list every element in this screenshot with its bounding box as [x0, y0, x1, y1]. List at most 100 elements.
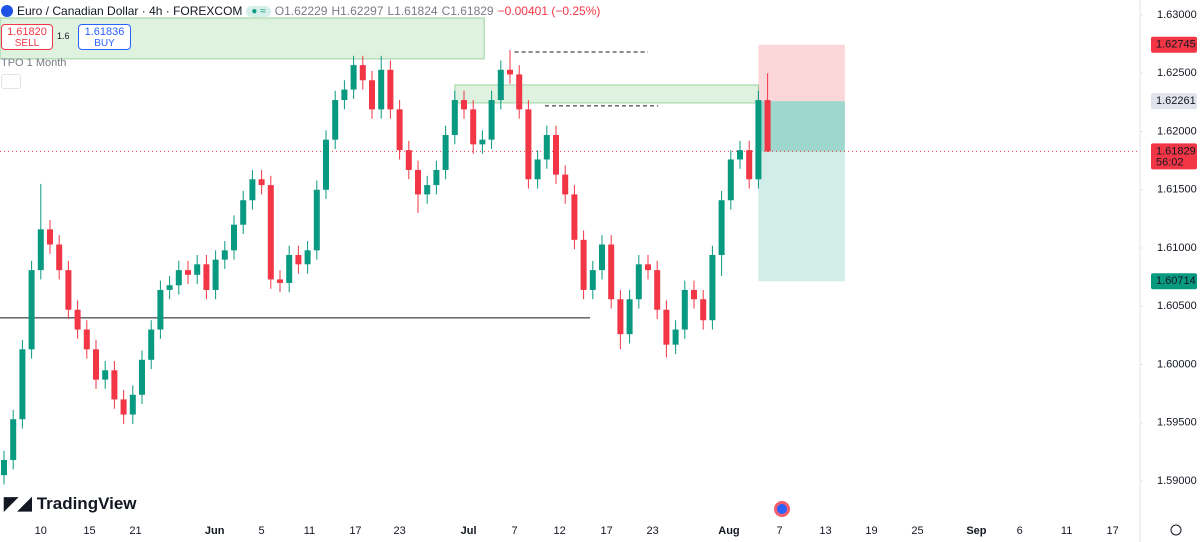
collapse-button[interactable] [1, 74, 21, 89]
header: Euro / Canadian Dollar · 4h · FOREXCOM ●… [0, 0, 604, 22]
candle-body [369, 80, 376, 110]
candle-body [681, 289, 688, 330]
candle-body [470, 109, 477, 145]
candle-body [286, 254, 293, 283]
candle-body [111, 370, 118, 400]
y-tick-label: 1.60500 [1157, 300, 1197, 312]
candle-body [350, 65, 357, 90]
candle-body [378, 69, 385, 110]
x-tick-label: 11 [1061, 525, 1072, 537]
buy-button[interactable]: 1.61836 BUY [78, 24, 131, 50]
buy-price: 1.61836 [84, 26, 125, 38]
candle-body [571, 194, 578, 240]
candle-body [589, 270, 596, 290]
x-tick-label: 7 [512, 525, 518, 537]
price-tag [1151, 93, 1197, 110]
candle-body [203, 264, 210, 290]
candle-body [166, 285, 173, 290]
ohlc-close: C1.61829 [441, 4, 494, 18]
candle-body [672, 329, 679, 345]
x-tick-label: 17 [1106, 525, 1118, 537]
x-tick-label: Jul [461, 525, 477, 537]
candle-body [608, 244, 615, 300]
change: −0.00401 (−0.25%) [497, 4, 601, 18]
candle-body [691, 289, 698, 300]
candle-body [304, 250, 311, 265]
sell-label: SELL [14, 38, 40, 49]
candle-body [249, 179, 256, 201]
candle-body [83, 329, 90, 350]
stop-zone [758, 44, 845, 102]
candle-body [185, 270, 192, 275]
candle-body [635, 264, 642, 300]
candle-body [654, 270, 661, 310]
candle-body [313, 189, 320, 251]
candle-body [332, 100, 339, 140]
candle-body [580, 239, 587, 290]
candle-body [746, 150, 753, 180]
spread: 1.6 [57, 31, 70, 41]
x-tick-label: 25 [911, 525, 923, 537]
brand-name: TradingView [36, 493, 137, 513]
candle-body [507, 69, 514, 75]
ohlc-open: O1.62229 [274, 4, 328, 18]
candle-body [488, 100, 495, 140]
candle-body [451, 100, 458, 136]
symbol[interactable]: Euro / Canadian Dollar · 4h · FOREXCOM [17, 4, 243, 18]
candle-body [727, 159, 734, 201]
price-tag-label: 1.60714 [1156, 275, 1196, 287]
candle-body [405, 150, 412, 170]
price-tag [1151, 143, 1197, 170]
x-tick-label: 10 [35, 525, 47, 537]
candle-body [433, 169, 440, 186]
candle-body [10, 419, 17, 460]
candle-body [543, 135, 550, 160]
candle-body [525, 109, 532, 180]
candle-body [737, 150, 744, 160]
x-tick-label: 17 [600, 525, 612, 537]
candle-body [599, 244, 606, 271]
candle-body [617, 299, 624, 335]
candle-body [534, 159, 541, 180]
candle-body [626, 299, 633, 335]
price-tag-label: 1.62745 [1156, 39, 1196, 51]
candle-body [709, 254, 716, 321]
x-tick-label: Aug [718, 525, 739, 537]
brand-icon: ◤◢ [4, 493, 32, 513]
candle-body [755, 100, 762, 180]
y-tick-label: 1.59500 [1157, 417, 1197, 429]
price-tag-label: 1.62261 [1156, 95, 1196, 107]
indicator-label[interactable]: TPO 1 Month [1, 57, 67, 69]
candle-body [1, 459, 8, 476]
candle-body [497, 69, 504, 101]
candle-body [424, 185, 431, 195]
candle-body [258, 179, 265, 186]
candle-body [28, 270, 35, 350]
x-tick-label: 12 [554, 525, 566, 537]
ohlc-low: L1.61824 [387, 4, 438, 18]
candle-body [553, 135, 560, 175]
y-tick-label: 1.59000 [1157, 475, 1197, 487]
candle-body [129, 394, 136, 415]
price-tag-label: 1.61829 [1156, 145, 1196, 157]
price-tag [1151, 273, 1197, 290]
x-tick-label: 19 [865, 525, 877, 537]
candle-body [139, 359, 146, 395]
x-tick-label: 6 [1017, 525, 1023, 537]
price-tag [1151, 36, 1197, 53]
candle-body [120, 399, 127, 415]
candle-body [479, 139, 486, 145]
candle-body [700, 299, 707, 321]
candle-body [267, 185, 274, 280]
countdown: 56:02 [1156, 156, 1184, 168]
candle-body [645, 264, 652, 271]
x-tick-label: 5 [259, 525, 265, 537]
candle-body [461, 100, 468, 110]
sell-button[interactable]: 1.61820 SELL [1, 24, 53, 50]
candle-body [212, 259, 219, 290]
target-zone [758, 101, 845, 282]
candle-body [65, 270, 72, 310]
buy-label: BUY [94, 38, 115, 49]
